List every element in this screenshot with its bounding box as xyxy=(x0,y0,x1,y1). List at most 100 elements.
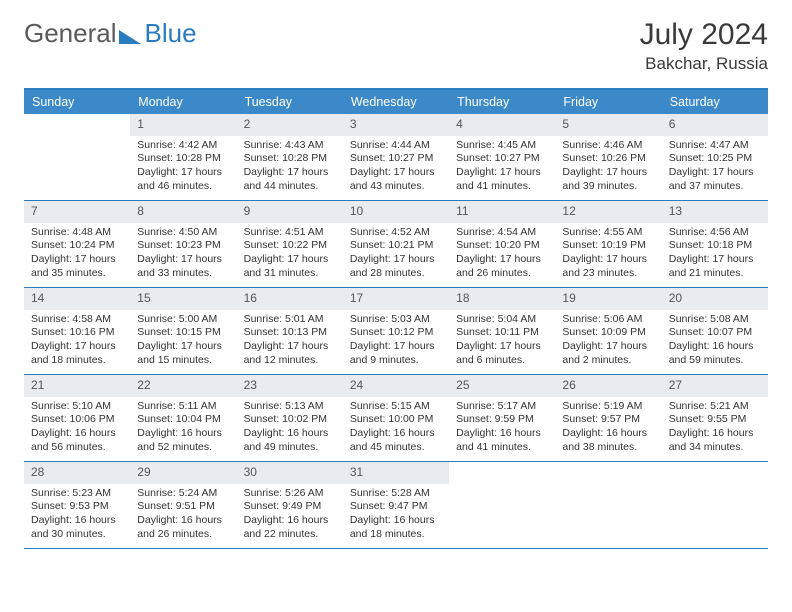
day-content: Sunrise: 5:26 AMSunset: 9:49 PMDaylight:… xyxy=(237,484,343,548)
day-header-cell: Wednesday xyxy=(343,90,449,114)
day-content: Sunrise: 5:21 AMSunset: 9:55 PMDaylight:… xyxy=(662,397,768,461)
day-number: 22 xyxy=(130,375,236,397)
day-header-cell: Sunday xyxy=(24,90,130,114)
day-content: Sunrise: 5:13 AMSunset: 10:02 PMDaylight… xyxy=(237,397,343,461)
calendar-cell: 10Sunrise: 4:52 AMSunset: 10:21 PMDaylig… xyxy=(343,201,449,287)
calendar-cell: 27Sunrise: 5:21 AMSunset: 9:55 PMDayligh… xyxy=(662,375,768,461)
calendar-cell: 5Sunrise: 4:46 AMSunset: 10:26 PMDayligh… xyxy=(555,114,661,200)
location-label: Bakchar, Russia xyxy=(640,54,768,74)
calendar-cell: 16Sunrise: 5:01 AMSunset: 10:13 PMDaylig… xyxy=(237,288,343,374)
calendar-cell: 22Sunrise: 5:11 AMSunset: 10:04 PMDaylig… xyxy=(130,375,236,461)
day-header-cell: Saturday xyxy=(662,90,768,114)
calendar-cell: 15Sunrise: 5:00 AMSunset: 10:15 PMDaylig… xyxy=(130,288,236,374)
calendar-cell: 30Sunrise: 5:26 AMSunset: 9:49 PMDayligh… xyxy=(237,462,343,548)
calendar-week-row: 7Sunrise: 4:48 AMSunset: 10:24 PMDayligh… xyxy=(24,201,768,288)
day-content: Sunrise: 4:48 AMSunset: 10:24 PMDaylight… xyxy=(24,223,130,287)
day-content: Sunrise: 4:50 AMSunset: 10:23 PMDaylight… xyxy=(130,223,236,287)
calendar-cell: 29Sunrise: 5:24 AMSunset: 9:51 PMDayligh… xyxy=(130,462,236,548)
logo: General Blue xyxy=(24,18,197,49)
day-content: Sunrise: 4:58 AMSunset: 10:16 PMDaylight… xyxy=(24,310,130,374)
calendar-cell: 28Sunrise: 5:23 AMSunset: 9:53 PMDayligh… xyxy=(24,462,130,548)
day-header-row: SundayMondayTuesdayWednesdayThursdayFrid… xyxy=(24,90,768,114)
calendar-cell: 17Sunrise: 5:03 AMSunset: 10:12 PMDaylig… xyxy=(343,288,449,374)
day-number: 14 xyxy=(24,288,130,310)
day-number: 23 xyxy=(237,375,343,397)
day-content: Sunrise: 4:43 AMSunset: 10:28 PMDaylight… xyxy=(237,136,343,200)
day-content: Sunrise: 4:52 AMSunset: 10:21 PMDaylight… xyxy=(343,223,449,287)
day-number: 17 xyxy=(343,288,449,310)
day-content: Sunrise: 5:17 AMSunset: 9:59 PMDaylight:… xyxy=(449,397,555,461)
calendar-cell: 7Sunrise: 4:48 AMSunset: 10:24 PMDayligh… xyxy=(24,201,130,287)
day-number: 30 xyxy=(237,462,343,484)
logo-sail-icon xyxy=(119,24,145,44)
calendar-cell: 1Sunrise: 4:42 AMSunset: 10:28 PMDayligh… xyxy=(130,114,236,200)
calendar-cell: 11Sunrise: 4:54 AMSunset: 10:20 PMDaylig… xyxy=(449,201,555,287)
calendar-week-row: 21Sunrise: 5:10 AMSunset: 10:06 PMDaylig… xyxy=(24,375,768,462)
day-number: 8 xyxy=(130,201,236,223)
calendar-cell: . xyxy=(662,462,768,548)
calendar-cell: 19Sunrise: 5:06 AMSunset: 10:09 PMDaylig… xyxy=(555,288,661,374)
day-number: 26 xyxy=(555,375,661,397)
day-number: 24 xyxy=(343,375,449,397)
day-content: Sunrise: 4:46 AMSunset: 10:26 PMDaylight… xyxy=(555,136,661,200)
day-content: Sunrise: 5:01 AMSunset: 10:13 PMDaylight… xyxy=(237,310,343,374)
day-content: Sunrise: 4:45 AMSunset: 10:27 PMDaylight… xyxy=(449,136,555,200)
calendar: SundayMondayTuesdayWednesdayThursdayFrid… xyxy=(24,88,768,549)
day-content: Sunrise: 5:15 AMSunset: 10:00 PMDaylight… xyxy=(343,397,449,461)
day-content: Sunrise: 4:56 AMSunset: 10:18 PMDaylight… xyxy=(662,223,768,287)
day-content: Sunrise: 5:08 AMSunset: 10:07 PMDaylight… xyxy=(662,310,768,374)
day-number: 6 xyxy=(662,114,768,136)
day-number: 10 xyxy=(343,201,449,223)
day-content: Sunrise: 5:03 AMSunset: 10:12 PMDaylight… xyxy=(343,310,449,374)
day-content: Sunrise: 5:00 AMSunset: 10:15 PMDaylight… xyxy=(130,310,236,374)
calendar-cell: 14Sunrise: 4:58 AMSunset: 10:16 PMDaylig… xyxy=(24,288,130,374)
day-header-cell: Thursday xyxy=(449,90,555,114)
day-header-cell: Friday xyxy=(555,90,661,114)
day-number: 25 xyxy=(449,375,555,397)
calendar-cell: . xyxy=(555,462,661,548)
day-number: 27 xyxy=(662,375,768,397)
day-number: 1 xyxy=(130,114,236,136)
month-title: July 2024 xyxy=(640,18,768,52)
day-number: 20 xyxy=(662,288,768,310)
day-content: Sunrise: 5:06 AMSunset: 10:09 PMDaylight… xyxy=(555,310,661,374)
day-content: Sunrise: 5:23 AMSunset: 9:53 PMDaylight:… xyxy=(24,484,130,548)
day-number: 9 xyxy=(237,201,343,223)
calendar-cell: 3Sunrise: 4:44 AMSunset: 10:27 PMDayligh… xyxy=(343,114,449,200)
calendar-cell: 26Sunrise: 5:19 AMSunset: 9:57 PMDayligh… xyxy=(555,375,661,461)
calendar-week-row: .1Sunrise: 4:42 AMSunset: 10:28 PMDaylig… xyxy=(24,114,768,201)
calendar-cell: 18Sunrise: 5:04 AMSunset: 10:11 PMDaylig… xyxy=(449,288,555,374)
calendar-cell: 8Sunrise: 4:50 AMSunset: 10:23 PMDayligh… xyxy=(130,201,236,287)
day-number: 28 xyxy=(24,462,130,484)
day-number: 31 xyxy=(343,462,449,484)
day-number: 16 xyxy=(237,288,343,310)
header: General Blue July 2024 Bakchar, Russia xyxy=(24,18,768,74)
day-number: 13 xyxy=(662,201,768,223)
day-number: 12 xyxy=(555,201,661,223)
calendar-cell: 13Sunrise: 4:56 AMSunset: 10:18 PMDaylig… xyxy=(662,201,768,287)
day-content: Sunrise: 5:04 AMSunset: 10:11 PMDaylight… xyxy=(449,310,555,374)
calendar-week-row: 28Sunrise: 5:23 AMSunset: 9:53 PMDayligh… xyxy=(24,462,768,549)
day-number: 11 xyxy=(449,201,555,223)
day-number: 29 xyxy=(130,462,236,484)
logo-text-2: Blue xyxy=(145,18,197,49)
calendar-cell: . xyxy=(449,462,555,548)
calendar-cell: 9Sunrise: 4:51 AMSunset: 10:22 PMDayligh… xyxy=(237,201,343,287)
day-number: 5 xyxy=(555,114,661,136)
calendar-cell: 12Sunrise: 4:55 AMSunset: 10:19 PMDaylig… xyxy=(555,201,661,287)
day-content: Sunrise: 4:51 AMSunset: 10:22 PMDaylight… xyxy=(237,223,343,287)
calendar-cell: 25Sunrise: 5:17 AMSunset: 9:59 PMDayligh… xyxy=(449,375,555,461)
calendar-cell: 6Sunrise: 4:47 AMSunset: 10:25 PMDayligh… xyxy=(662,114,768,200)
day-content: Sunrise: 5:24 AMSunset: 9:51 PMDaylight:… xyxy=(130,484,236,548)
day-content: Sunrise: 5:28 AMSunset: 9:47 PMDaylight:… xyxy=(343,484,449,548)
calendar-week-row: 14Sunrise: 4:58 AMSunset: 10:16 PMDaylig… xyxy=(24,288,768,375)
day-number: 2 xyxy=(237,114,343,136)
day-number: 7 xyxy=(24,201,130,223)
day-number: 4 xyxy=(449,114,555,136)
calendar-cell: 20Sunrise: 5:08 AMSunset: 10:07 PMDaylig… xyxy=(662,288,768,374)
calendar-cell: 21Sunrise: 5:10 AMSunset: 10:06 PMDaylig… xyxy=(24,375,130,461)
day-header-cell: Monday xyxy=(130,90,236,114)
day-content: Sunrise: 5:19 AMSunset: 9:57 PMDaylight:… xyxy=(555,397,661,461)
title-block: July 2024 Bakchar, Russia xyxy=(640,18,768,74)
day-content: Sunrise: 4:54 AMSunset: 10:20 PMDaylight… xyxy=(449,223,555,287)
